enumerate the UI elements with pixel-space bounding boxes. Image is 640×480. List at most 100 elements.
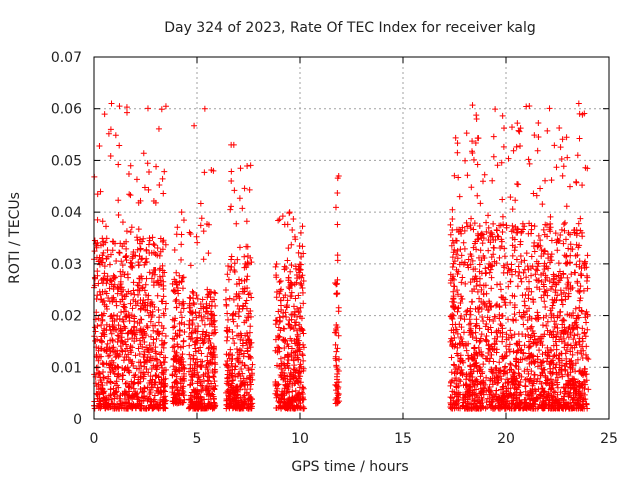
data-point xyxy=(141,287,148,294)
data-point xyxy=(483,219,490,226)
data-point xyxy=(464,307,471,314)
data-point xyxy=(234,332,241,339)
data-point xyxy=(477,247,484,254)
data-point xyxy=(178,256,185,263)
data-point xyxy=(212,354,219,361)
data-point xyxy=(463,376,470,383)
data-point xyxy=(195,323,202,330)
data-point xyxy=(199,296,206,303)
data-point xyxy=(175,360,182,367)
data-point xyxy=(232,398,239,405)
data-point xyxy=(201,105,208,112)
data-point xyxy=(95,315,102,322)
data-point xyxy=(288,311,295,318)
data-point xyxy=(134,237,141,244)
data-point xyxy=(579,233,586,240)
data-point xyxy=(223,327,230,334)
data-point xyxy=(107,386,114,393)
data-point xyxy=(186,325,193,332)
data-point xyxy=(553,164,560,171)
data-point xyxy=(150,327,157,334)
data-point xyxy=(245,291,252,298)
data-point xyxy=(126,368,133,375)
data-point xyxy=(226,393,233,400)
x-axis-label: GPS time / hours xyxy=(291,459,408,475)
data-point xyxy=(241,277,248,284)
data-point xyxy=(153,356,160,363)
data-point xyxy=(207,340,214,347)
data-point xyxy=(99,361,106,368)
data-point xyxy=(146,349,153,356)
data-point xyxy=(279,213,286,220)
data-point xyxy=(496,254,503,261)
data-point xyxy=(130,327,137,334)
data-point xyxy=(462,280,469,287)
data-point xyxy=(516,382,523,389)
data-point xyxy=(541,298,548,305)
data-point xyxy=(148,384,155,391)
data-point xyxy=(584,285,591,292)
data-point xyxy=(157,248,164,255)
data-point xyxy=(191,361,198,368)
data-point xyxy=(99,218,106,225)
data-point xyxy=(94,369,101,376)
data-point xyxy=(551,142,558,149)
data-point xyxy=(136,279,143,286)
data-point xyxy=(186,342,193,349)
data-point xyxy=(176,356,183,363)
data-point xyxy=(141,384,148,391)
data-point xyxy=(470,226,477,233)
data-point xyxy=(94,272,101,279)
data-point xyxy=(127,300,134,307)
data-point xyxy=(224,397,231,404)
data-point xyxy=(155,306,162,313)
data-point xyxy=(567,231,574,238)
data-point xyxy=(449,226,456,233)
data-point xyxy=(150,240,157,247)
data-point xyxy=(114,403,121,410)
data-point xyxy=(109,238,116,245)
data-point xyxy=(289,227,296,234)
data-point xyxy=(169,389,176,396)
data-point xyxy=(498,376,505,383)
data-point xyxy=(247,386,254,393)
data-point xyxy=(146,237,153,244)
data-point xyxy=(153,350,160,357)
data-point xyxy=(511,247,518,254)
data-point xyxy=(276,399,283,406)
data-point xyxy=(228,168,235,175)
data-point xyxy=(108,278,115,285)
x-tick-label: 25 xyxy=(600,431,618,447)
data-point xyxy=(187,308,194,315)
data-point xyxy=(245,314,252,321)
data-point xyxy=(91,248,98,255)
data-point xyxy=(119,296,126,303)
data-point xyxy=(534,243,541,250)
data-point xyxy=(526,278,533,285)
data-point xyxy=(137,245,144,252)
data-point xyxy=(535,404,542,411)
data-point xyxy=(499,112,506,119)
data-point xyxy=(288,316,295,323)
data-point xyxy=(231,395,238,402)
data-point xyxy=(229,356,236,363)
data-point xyxy=(288,323,295,330)
data-point xyxy=(200,328,207,335)
data-point xyxy=(525,292,532,299)
data-point xyxy=(451,258,458,265)
data-point xyxy=(94,322,101,329)
data-point xyxy=(157,405,164,412)
data-point xyxy=(169,383,176,390)
data-point xyxy=(452,321,459,328)
data-point xyxy=(194,334,201,341)
data-point xyxy=(96,143,103,150)
data-point xyxy=(203,362,210,369)
data-point xyxy=(169,344,176,351)
data-point xyxy=(211,366,218,373)
data-point xyxy=(554,247,561,254)
data-point xyxy=(156,181,163,188)
data-point xyxy=(297,379,304,386)
data-point xyxy=(127,347,134,354)
data-point xyxy=(139,343,146,350)
data-point xyxy=(284,352,291,359)
